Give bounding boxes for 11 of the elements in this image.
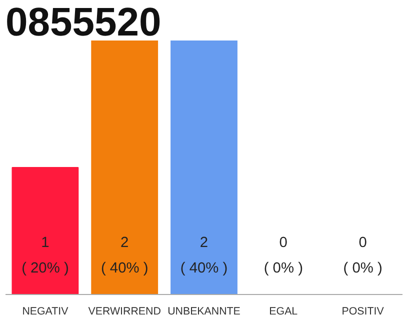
x-tick-label: NEGATIV: [22, 306, 70, 318]
data-label: 0 ( 0% ): [343, 235, 382, 277]
data-label: 2 ( 40% ): [180, 235, 228, 277]
data-label: 0 ( 0% ): [264, 235, 303, 277]
chart-title: 0855520: [6, 0, 162, 44]
x-tick-label: UNBEKANNTE: [168, 306, 240, 318]
x-tick-label: EGAL: [269, 306, 298, 318]
x-tick-label: VERWIRREND: [88, 306, 162, 318]
data-label: 1 ( 20% ): [22, 235, 69, 277]
x-tick-label: POSITIV: [342, 306, 385, 318]
data-label: 2 ( 40% ): [100, 235, 148, 277]
